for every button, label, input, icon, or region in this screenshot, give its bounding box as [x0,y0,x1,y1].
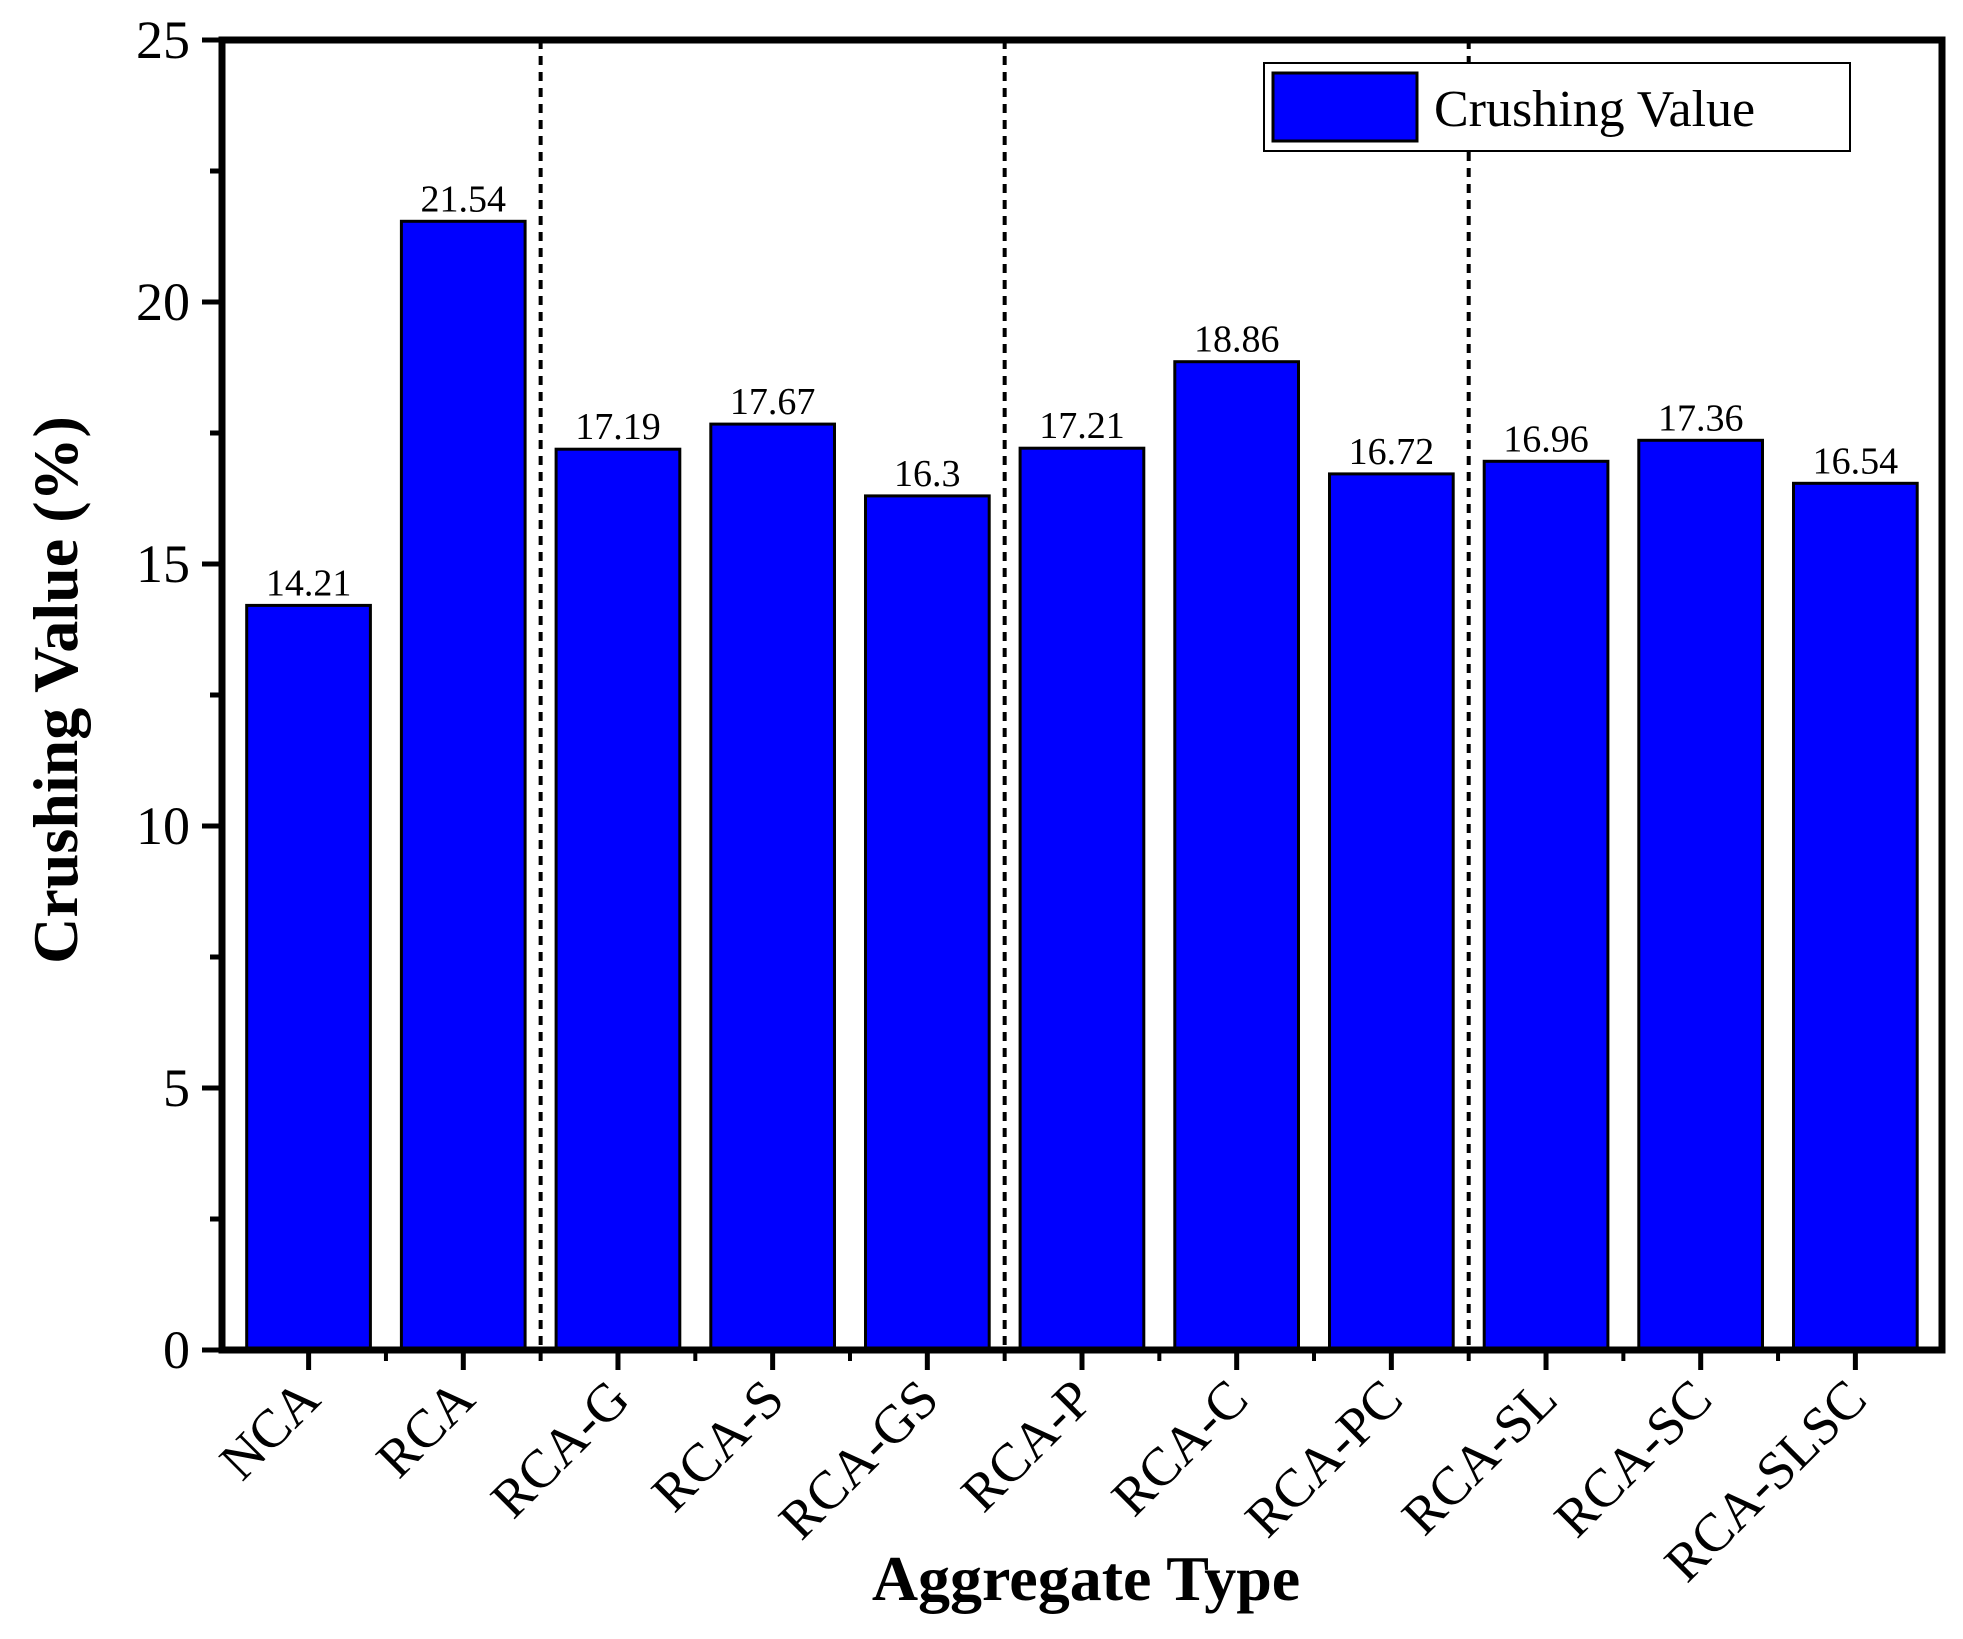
data-label-rca-p: 17.21 [1039,405,1125,447]
x-tick-label-rca-g: RCA-G [479,1368,640,1529]
y-tick-label: 0 [163,1320,190,1380]
legend-swatch [1271,71,1419,143]
data-label-rca-s: 17.67 [730,381,816,423]
bar-rca-p [1018,446,1146,1352]
bar-rca-c [1173,360,1301,1352]
data-label-rca-sl: 16.96 [1503,418,1589,460]
bars-layer [245,219,1919,1352]
x-tick-label-rca-gs: RCA-GS [767,1368,949,1550]
y-tick-label: 20 [136,272,190,332]
bar-rca-pc [1328,472,1455,1352]
data-label-nca: 14.21 [266,562,352,604]
x-tick-label-rca-pc: RCA-PC [1234,1368,1414,1548]
x-tick-label-rca-sl: RCA-SL [1390,1368,1568,1546]
bar-rca-slsc [1792,481,1919,1352]
x-tick-label-rca-s: RCA-S [640,1368,795,1523]
y-axis-title: Crushing Value (%) [20,416,91,964]
x-tick-label-rca-p: RCA-P [950,1368,1105,1523]
data-label-rca-sc: 17.36 [1658,397,1744,439]
data-label-rca-g: 17.19 [575,406,661,448]
y-tick-label: 15 [136,534,190,594]
legend-label: Crushing Value [1434,81,1755,138]
x-axis-title: Aggregate Type [872,1543,1300,1614]
legend: Crushing Value [1263,62,1851,152]
data-label-rca: 21.54 [421,178,507,220]
bar-rca-g [554,447,682,1352]
bar-rca-sc [1637,438,1765,1352]
x-tick-label-nca: NCA [208,1368,331,1491]
data-label-rca-pc: 16.72 [1349,431,1435,473]
data-label-rca-gs: 16.3 [894,453,961,495]
data-labels-layer: 14.21 21.54 17.19 17.67 16.3 17.21 18.86 16.72 1… [266,178,1898,604]
bar-nca [245,603,372,1352]
y-tick-label: 10 [136,796,190,856]
bar-rca-sl [1482,459,1610,1352]
y-tick-label: 5 [163,1058,190,1118]
data-label-rca-slsc: 16.54 [1813,440,1899,482]
x-tick-label-rca: RCA [365,1368,486,1489]
group-separators [538,40,1471,1350]
bar-rca [399,219,527,1352]
y-tick-label: 25 [136,10,190,70]
data-label-rca-c: 18.86 [1194,319,1280,361]
bar-rca-s [709,422,836,1352]
bar-rca-gs [864,494,991,1352]
